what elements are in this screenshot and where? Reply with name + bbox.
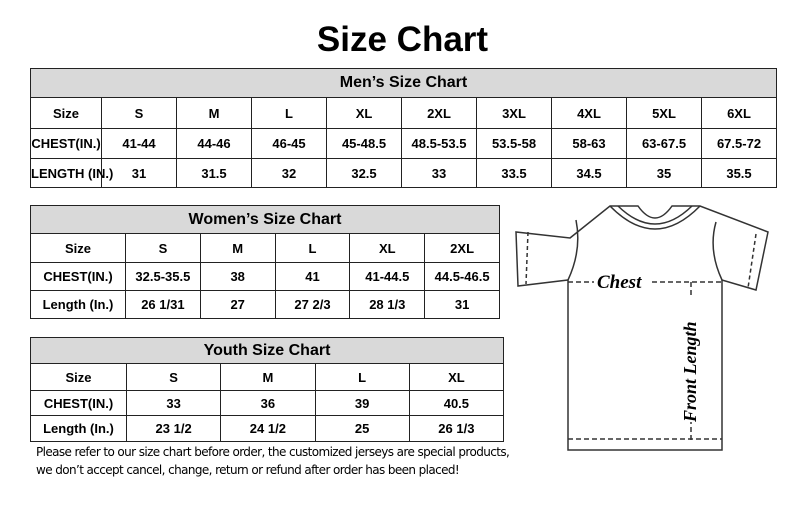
table-cell: 31: [101, 158, 177, 188]
row-label: Size: [30, 363, 127, 391]
table-cell: 45-48.5: [326, 128, 402, 159]
table-heading: Women’s Size Chart: [30, 205, 500, 234]
womens-size-table: Women’s Size Chart Size S M L XL 2XL CHEST(IN.)…: [30, 205, 500, 319]
mens-size-table: Men’s Size Chart Size S M L XL 2XL 3XL 4XL 5XL 6XL…: [30, 68, 777, 188]
table-cell: 32: [251, 158, 327, 188]
table-cell: 38: [199, 262, 276, 291]
table-cell: 36: [220, 390, 316, 416]
table-cell: 31: [424, 290, 500, 319]
table-cell: S: [101, 97, 177, 129]
table-cell: 28 1/3: [349, 290, 426, 319]
table-cell: 2XL: [401, 97, 477, 129]
table-cell: L: [274, 233, 351, 263]
table-cell: 23 1/2: [125, 415, 222, 442]
table-cell: 41-44.5: [349, 262, 426, 291]
row-label: Length (In.): [30, 415, 127, 442]
table-cell: S: [125, 363, 222, 391]
table-cell: M: [199, 233, 276, 263]
table-cell: 46-45: [251, 128, 327, 159]
row-label: Length (In.): [30, 290, 126, 319]
table-row: Size S M L XL 2XL 3XL 4XL 5XL 6XL: [30, 97, 777, 129]
table-cell: 58-63: [551, 128, 627, 159]
table-cell: 41: [274, 262, 351, 291]
table-cell: M: [220, 363, 316, 391]
table-cell: 2XL: [424, 233, 500, 263]
table-cell: 25: [314, 415, 410, 442]
table-cell: 33: [125, 390, 222, 416]
table-cell: 3XL: [476, 97, 552, 129]
table-cell: 6XL: [701, 97, 777, 129]
table-cell: XL: [408, 363, 505, 391]
table-row: CHEST(IN.) 33 36 39 40.5: [30, 390, 505, 416]
table-cell: 53.5-58: [476, 128, 552, 159]
table-row: Size S M L XL: [30, 363, 505, 391]
note-line: Please refer to our size chart before or…: [36, 445, 510, 459]
table-cell: 24 1/2: [220, 415, 316, 442]
chest-label: Chest: [597, 272, 642, 293]
table-cell: XL: [349, 233, 426, 263]
table-cell: 67.5-72: [701, 128, 777, 159]
table-cell: XL: [326, 97, 402, 129]
youth-size-table: Youth Size Chart Size S M L XL CHEST(IN.) 33 36 3…: [30, 337, 505, 442]
table-cell: 44.5-46.5: [424, 262, 500, 291]
table-cell: L: [314, 363, 410, 391]
table-cell: 40.5: [408, 390, 505, 416]
row-label: CHEST(IN.): [30, 262, 126, 291]
table-cell: 34.5: [551, 158, 627, 188]
table-cell: 48.5-53.5: [401, 128, 477, 159]
row-label: LENGTH (IN.): [30, 158, 113, 188]
front-length-label: Front Length: [680, 321, 700, 423]
row-label: Size: [30, 233, 126, 263]
table-cell: L: [251, 97, 327, 129]
table-cell: 26 1/31: [125, 290, 201, 319]
table-row: Length (In.) 26 1/31 27 27 2/3 28 1/3 31: [30, 290, 500, 319]
table-cell: 27: [199, 290, 276, 319]
table-row: LENGTH (IN.) 31 31.5 32 32.5 33 33.5 34.5 35 35.5: [30, 158, 777, 188]
table-row: CHEST(IN.) 32.5-35.5 38 41 41-44.5 44.5-46.5: [30, 262, 500, 291]
table-cell: 4XL: [551, 97, 627, 129]
table-cell: 41-44: [101, 128, 177, 159]
table-cell: 33.5: [476, 158, 552, 188]
table-row: CHEST(IN.) 41-44 44-46 46-45 45-48.5 48.5-53.…: [30, 128, 777, 159]
table-cell: 44-46: [176, 128, 252, 159]
table-cell: 32.5-35.5: [125, 262, 201, 291]
note-line: we don’t accept cancel, change, return o…: [36, 463, 460, 477]
table-cell: 5XL: [626, 97, 702, 129]
table-cell: 35: [626, 158, 702, 188]
row-label: Size: [30, 97, 102, 129]
row-label: CHEST(IN.): [30, 390, 127, 416]
table-cell: 27 2/3: [274, 290, 351, 319]
table-cell: 33: [401, 158, 477, 188]
shirt-diagram: Chest Front Length: [515, 205, 769, 451]
table-cell: S: [125, 233, 201, 263]
table-cell: 26 1/3: [408, 415, 505, 442]
order-note: Please refer to our size chart before or…: [36, 443, 510, 479]
table-heading: Men’s Size Chart: [30, 68, 777, 98]
table-cell: 31.5: [176, 158, 252, 188]
page-title: Size Chart: [316, 20, 489, 59]
table-row: Length (In.) 23 1/2 24 1/2 25 26 1/3: [30, 415, 505, 442]
table-cell: 35.5: [701, 158, 777, 188]
table-cell: 32.5: [326, 158, 402, 188]
table-cell: M: [176, 97, 252, 129]
table-heading: Youth Size Chart: [30, 337, 504, 364]
table-cell: 63-67.5: [626, 128, 702, 159]
row-label: CHEST(IN.): [30, 128, 102, 159]
table-cell: 39: [314, 390, 410, 416]
table-row: Size S M L XL 2XL: [30, 233, 500, 263]
